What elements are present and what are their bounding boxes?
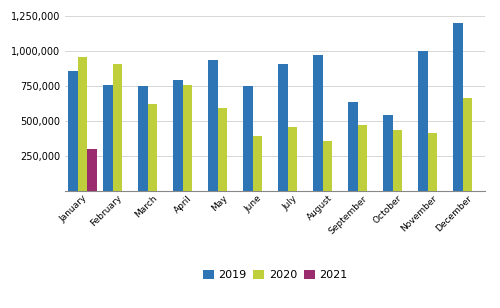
Bar — [384, 115, 393, 191]
Bar — [244, 86, 253, 191]
Bar — [183, 85, 192, 191]
Bar — [78, 57, 87, 191]
Legend: 2019, 2020, 2021: 2019, 2020, 2021 — [198, 265, 352, 285]
Bar — [138, 86, 148, 191]
Bar — [278, 64, 288, 191]
Bar — [87, 149, 97, 191]
Bar — [208, 60, 218, 191]
Bar — [68, 71, 78, 191]
Bar — [113, 64, 122, 191]
Bar — [454, 23, 463, 191]
Bar — [314, 55, 323, 191]
Bar — [393, 130, 402, 191]
Bar — [148, 104, 157, 191]
Bar — [174, 80, 183, 191]
Bar — [463, 98, 472, 191]
Bar — [418, 51, 428, 191]
Bar — [323, 141, 332, 191]
Bar — [428, 133, 437, 191]
Bar — [348, 102, 358, 191]
Bar — [218, 108, 227, 191]
Bar — [358, 124, 367, 191]
Bar — [104, 85, 113, 191]
Bar — [288, 128, 297, 191]
Bar — [253, 136, 262, 191]
